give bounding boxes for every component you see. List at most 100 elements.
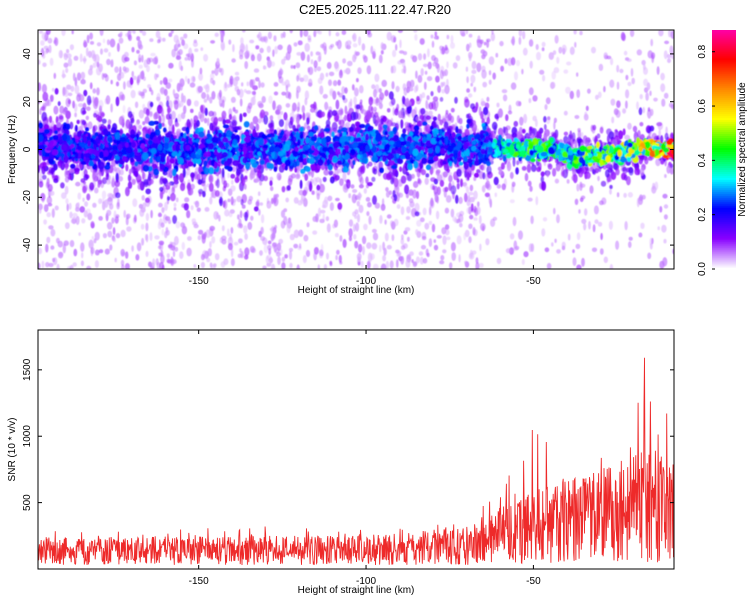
- speckle-mark: [209, 262, 213, 268]
- speckle-mark: [270, 226, 275, 235]
- speckle-mark: [566, 61, 572, 66]
- speckle-mark: [426, 252, 430, 258]
- speckle-mark: [234, 85, 239, 92]
- speckle-mark: [296, 75, 300, 82]
- speckle-mark: [170, 30, 174, 34]
- scatter-mark: [100, 112, 105, 117]
- speckle-mark: [486, 96, 490, 102]
- speckle-mark: [426, 76, 433, 82]
- speckle-mark: [436, 174, 443, 182]
- speckle-mark: [63, 62, 69, 68]
- speckle-mark: [473, 176, 477, 181]
- speckle-mark: [422, 258, 428, 264]
- speckle-mark: [563, 110, 568, 116]
- speckle-mark: [418, 93, 423, 102]
- speckle-mark: [553, 67, 560, 74]
- speckle-mark: [446, 61, 449, 69]
- scatter-mark: [249, 121, 254, 130]
- scatter-mark: [41, 111, 47, 122]
- scatter-mark: [62, 108, 67, 115]
- speckle-mark: [654, 181, 659, 191]
- scatter-mark: [399, 166, 403, 172]
- speckle-mark: [203, 231, 207, 237]
- speckle-mark: [473, 86, 477, 93]
- speckle-mark: [186, 168, 191, 176]
- speckle-mark: [263, 65, 266, 70]
- scatter-mark: [174, 176, 178, 185]
- speckle-mark: [258, 80, 261, 89]
- speckle-mark: [52, 257, 56, 263]
- speckle-mark: [220, 32, 224, 40]
- speckle-mark: [373, 106, 377, 112]
- speckle-mark: [281, 58, 286, 65]
- speckle-mark: [172, 250, 176, 257]
- speckle-mark: [643, 78, 649, 87]
- speckle-mark: [541, 41, 546, 48]
- speckle-mark: [88, 242, 93, 247]
- speckle-mark: [39, 30, 43, 34]
- scatter-mark: [500, 162, 505, 170]
- speckle-mark: [478, 215, 482, 225]
- scatter-mark: [283, 112, 288, 121]
- speckle-mark: [480, 98, 485, 107]
- speckle-mark: [171, 48, 176, 58]
- scatter-mark: [608, 131, 615, 140]
- speckle-mark: [158, 212, 162, 217]
- speckle-mark: [465, 186, 470, 194]
- speckle-mark: [593, 205, 599, 215]
- speckle-mark: [237, 214, 240, 220]
- speckle-mark: [138, 53, 142, 63]
- scatter-mark: [519, 116, 524, 126]
- speckle-mark: [561, 44, 567, 53]
- speckle-mark: [322, 213, 325, 223]
- speckle-mark: [313, 60, 318, 68]
- speckle-mark: [436, 186, 441, 196]
- scatter-mark: [660, 160, 665, 165]
- speckle-mark: [386, 214, 392, 219]
- scatter-mark: [586, 168, 590, 174]
- scatter-mark: [498, 108, 503, 118]
- speckle-mark: [662, 193, 668, 199]
- speckle-mark: [104, 248, 110, 255]
- scatter-mark: [623, 174, 628, 181]
- speckle-mark: [469, 214, 474, 220]
- speckle-mark: [50, 245, 55, 250]
- scatter-mark: [202, 190, 206, 198]
- speckle-mark: [157, 221, 162, 230]
- speckle-mark: [150, 209, 153, 219]
- speckle-mark: [38, 208, 42, 214]
- speckle-mark: [610, 57, 614, 66]
- speckle-mark: [594, 219, 599, 224]
- speckle-mark: [285, 197, 290, 203]
- speckle-mark: [110, 59, 114, 68]
- speckle-mark: [110, 79, 113, 85]
- speckle-mark: [40, 40, 45, 46]
- scatter-mark: [555, 164, 561, 172]
- speckle-mark: [668, 102, 674, 108]
- speckle-mark: [522, 30, 526, 40]
- speckle-mark: [243, 52, 247, 56]
- scatter-mark: [76, 119, 80, 125]
- speckle-mark: [51, 208, 55, 218]
- speckle-mark: [446, 34, 450, 40]
- scatter-mark: [491, 121, 498, 130]
- scatter-mark: [129, 77, 134, 86]
- scatter-mark: [170, 192, 176, 202]
- scatter-mark: [531, 164, 537, 173]
- speckle-mark: [641, 59, 646, 66]
- speckle-mark: [65, 198, 69, 205]
- scatter-mark: [97, 183, 101, 188]
- speckle-mark: [541, 228, 546, 237]
- speckle-mark: [325, 216, 330, 222]
- speckle-mark: [395, 44, 398, 51]
- scatter-mark: [622, 128, 626, 136]
- speckle-mark: [380, 203, 386, 211]
- scatter-mark: [360, 165, 365, 175]
- scatter-mark: [401, 95, 406, 105]
- speckle-mark: [362, 245, 365, 256]
- speckle-mark: [220, 103, 223, 107]
- scatter-mark: [193, 119, 197, 127]
- speckle-mark: [72, 212, 78, 217]
- speckle-mark: [342, 58, 346, 64]
- scatter-mark: [86, 193, 91, 201]
